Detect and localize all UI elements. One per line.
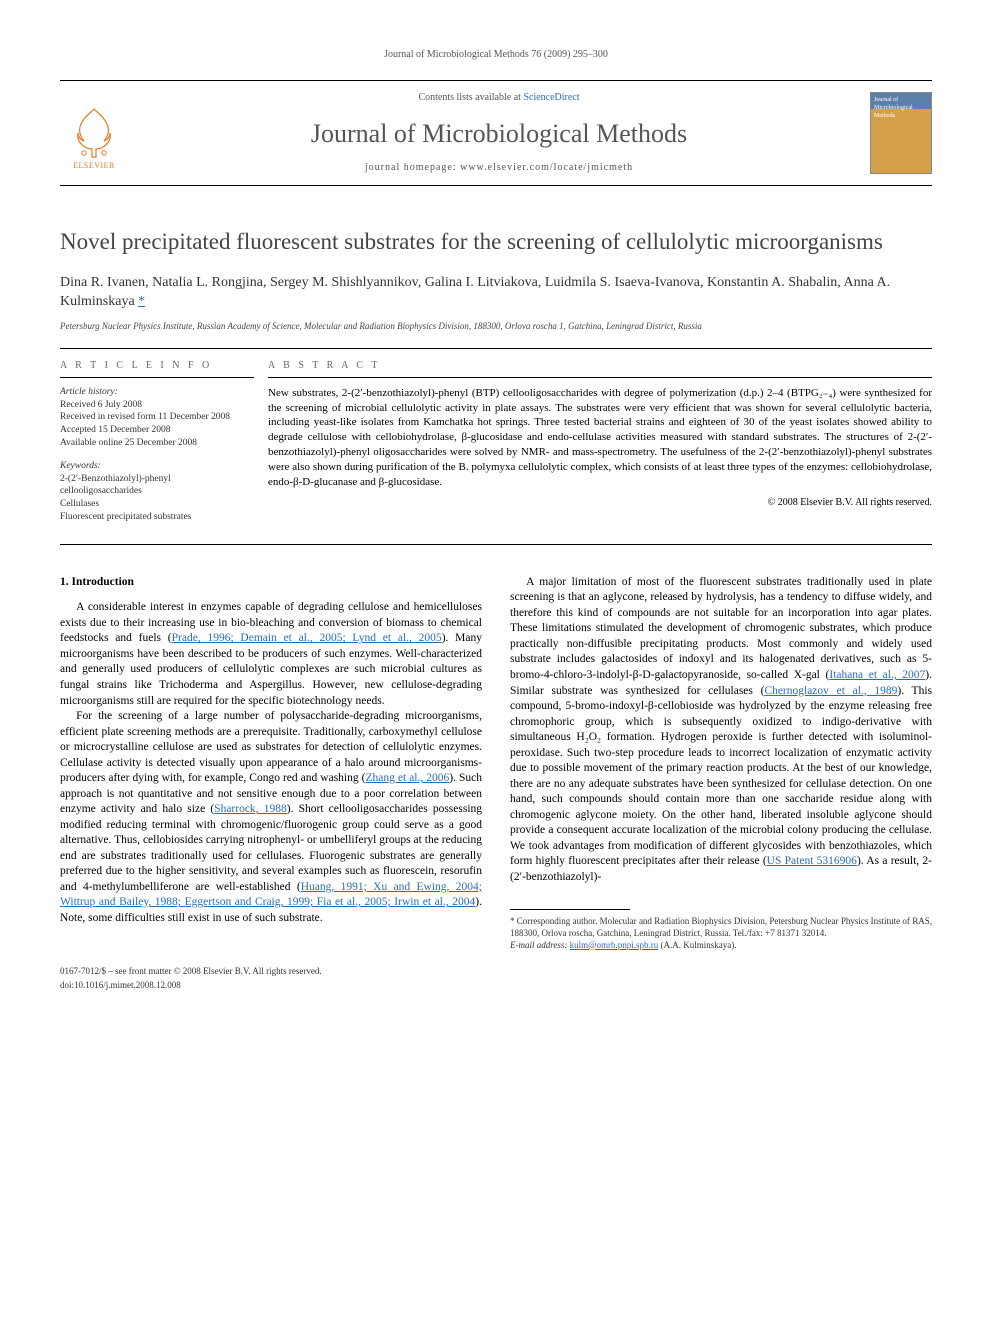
article-header: Novel precipitated fluorescent substrate… xyxy=(60,228,932,333)
article-info-heading: A R T I C L E I N F O xyxy=(60,359,254,378)
publisher-name: ELSEVIER xyxy=(73,161,115,172)
body-paragraph: For the screening of a large number of p… xyxy=(60,709,482,926)
email-line: E-mail address: kulm@omrb.pnpi.spb.ru (A… xyxy=(510,940,932,952)
online-date: Available online 25 December 2008 xyxy=(60,437,254,450)
keywords-label: Keywords: xyxy=(60,460,254,473)
footnote-block: * Corresponding author. Molecular and Ra… xyxy=(510,909,932,951)
body-paragraph: A major limitation of most of the fluore… xyxy=(510,575,932,885)
keyword: 2-(2′-Benzothiazolyl)-phenyl cellooligos… xyxy=(60,473,254,499)
journal-title: Journal of Microbiological Methods xyxy=(146,116,852,151)
body-columns: 1. Introduction A considerable interest … xyxy=(60,575,932,951)
body-paragraph: A considerable interest in enzymes capab… xyxy=(60,600,482,709)
keywords-block: Keywords: 2-(2′-Benzothiazolyl)-phenyl c… xyxy=(60,460,254,524)
history-label: Article history: xyxy=(60,386,254,399)
citation-link[interactable]: Sharrock, 1988 xyxy=(214,803,287,815)
section-heading-intro: 1. Introduction xyxy=(60,575,482,591)
citation-link[interactable]: Prade, 1996; Demain et al., 2005; Lynd e… xyxy=(172,632,442,644)
article-title: Novel precipitated fluorescent substrate… xyxy=(60,228,932,257)
citation-link[interactable]: Chernoglazov et al., 1989 xyxy=(764,685,897,697)
contents-prefix: Contents lists available at xyxy=(418,92,523,103)
received-date: Received 6 July 2008 xyxy=(60,399,254,412)
keyword: Fluorescent precipitated substrates xyxy=(60,511,254,524)
abstract-copyright: © 2008 Elsevier B.V. All rights reserved… xyxy=(268,496,932,510)
elsevier-logo: ELSEVIER xyxy=(60,94,128,172)
tree-icon xyxy=(70,105,118,161)
keyword: Cellulases xyxy=(60,498,254,511)
body-text: A major limitation of most of the fluore… xyxy=(510,576,932,681)
author-list: Dina R. Ivanen, Natalia L. Rongjina, Ser… xyxy=(60,275,890,309)
info-abstract-row: A R T I C L E I N F O Article history: R… xyxy=(60,348,932,545)
masthead-center: Contents lists available at ScienceDirec… xyxy=(146,91,852,175)
citation-link[interactable]: US Patent 5316906 xyxy=(767,855,857,867)
abstract-heading: A B S T R A C T xyxy=(268,359,932,378)
corr-author-text: * Corresponding author. Molecular and Ra… xyxy=(510,916,932,939)
email-label: E-mail address: xyxy=(510,940,570,950)
abstract: A B S T R A C T New substrates, 2-(2′-be… xyxy=(268,349,932,544)
footnote-separator xyxy=(510,909,630,910)
contents-line: Contents lists available at ScienceDirec… xyxy=(146,91,852,105)
authors: Dina R. Ivanen, Natalia L. Rongjina, Ser… xyxy=(60,274,932,312)
accepted-date: Accepted 15 December 2008 xyxy=(60,424,254,437)
homepage-label: journal homepage: xyxy=(365,162,460,173)
affiliation: Petersburg Nuclear Physics Institute, Ru… xyxy=(60,320,932,332)
journal-homepage: journal homepage: www.elsevier.com/locat… xyxy=(146,161,852,175)
cover-text: Journal of Microbiological Methods xyxy=(874,97,913,119)
body-text: ). This compound, 5-bromo-indoxyl-β-cell… xyxy=(510,685,932,868)
citation-link[interactable]: Itahana et al., 2007 xyxy=(829,669,925,681)
revised-date: Received in revised form 11 December 200… xyxy=(60,411,254,424)
homepage-url: www.elsevier.com/locate/jmicmeth xyxy=(460,162,633,173)
sciencedirect-link[interactable]: ScienceDirect xyxy=(523,92,579,103)
corresponding-footnote: * Corresponding author. Molecular and Ra… xyxy=(510,916,932,951)
email-link[interactable]: kulm@omrb.pnpi.spb.ru xyxy=(570,940,659,950)
email-suffix: (A.A. Kulminskaya). xyxy=(658,940,736,950)
citation-link[interactable]: Zhang et al., 2006 xyxy=(365,772,449,784)
running-head: Journal of Microbiological Methods 76 (2… xyxy=(60,48,932,62)
front-matter-line: 0167-7012/$ – see front matter © 2008 El… xyxy=(60,965,932,977)
masthead: ELSEVIER Contents lists available at Sci… xyxy=(60,80,932,186)
abstract-text: New substrates, 2-(2′-benzothiazolyl)-ph… xyxy=(268,386,932,490)
article-history: Article history: Received 6 July 2008 Re… xyxy=(60,386,254,450)
journal-cover-thumb: Journal of Microbiological Methods xyxy=(870,92,932,174)
article-info: A R T I C L E I N F O Article history: R… xyxy=(60,349,268,544)
doi-line: doi:10.1016/j.mimet.2008.12.008 xyxy=(60,979,932,991)
corresponding-marker[interactable]: * xyxy=(138,294,145,309)
